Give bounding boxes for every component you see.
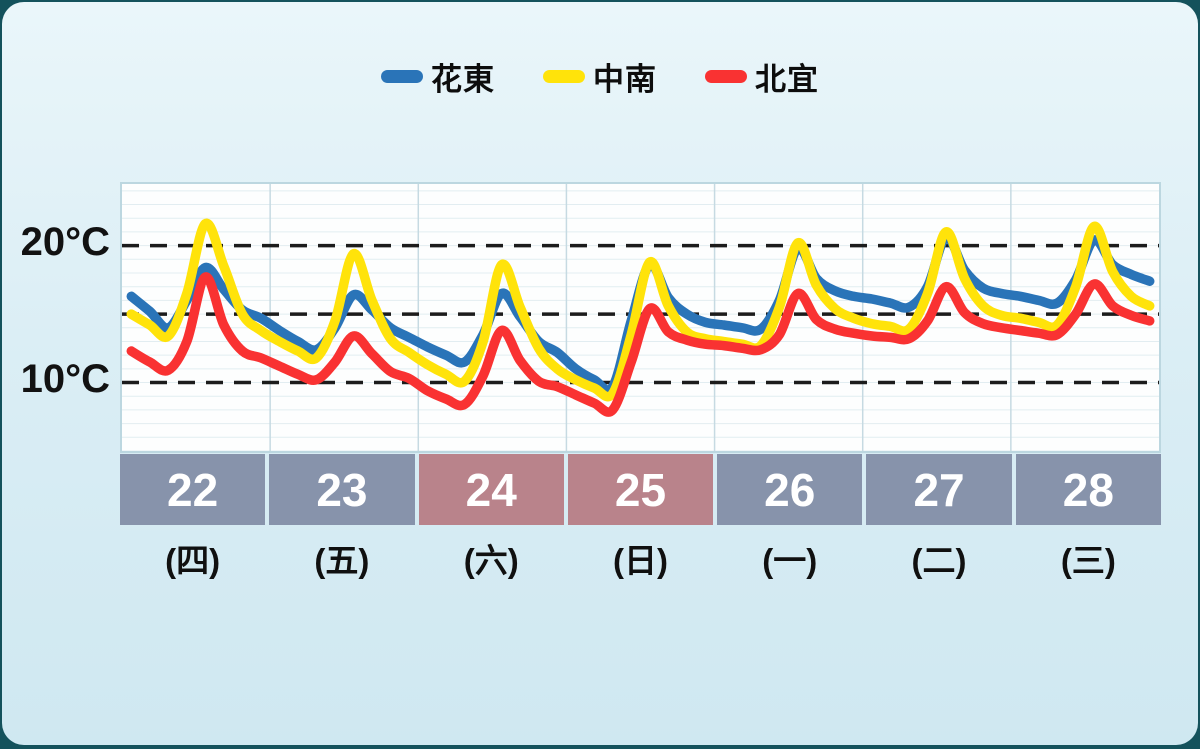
- weekday-row: (四) (五) (六) (日) (一) (二) (三): [120, 534, 1161, 582]
- weekday-label-27: (二): [911, 542, 967, 579]
- legend-label-zhongnan: 中南: [593, 62, 657, 97]
- legend-label-beiyi: 北宜: [755, 62, 819, 97]
- legend: 花東 中南 北宜: [2, 54, 1198, 99]
- day-row: 22 23 24 25 26 27 28: [120, 454, 1161, 525]
- weekday-label-22: (四): [165, 542, 221, 579]
- y-axis-label-20c: 20°C: [20, 219, 110, 264]
- legend-item-beiyi: 北宜: [705, 54, 819, 99]
- day-cell-27: 27: [866, 454, 1012, 525]
- weekday-label-23: (五): [314, 542, 370, 579]
- legend-label-huadong: 花東: [431, 62, 495, 97]
- day-cell-25: 25: [567, 454, 714, 525]
- weekday-label-24: (六): [463, 542, 519, 579]
- weekday-label-26: (一): [762, 542, 818, 579]
- day-cell-24: 24: [418, 454, 564, 525]
- beiyi-line-swatch-icon: [705, 70, 747, 83]
- zhongnan-line-swatch-icon: [543, 70, 585, 83]
- line-beiyi: [126, 272, 1155, 417]
- y-axis-label-10c: 10°C: [20, 356, 110, 401]
- huadong-line-swatch-icon: [381, 70, 423, 83]
- day-cell-26: 26: [717, 454, 863, 525]
- legend-item-zhongnan: 中南: [543, 54, 657, 99]
- legend-item-huadong: 花東: [381, 54, 495, 99]
- day-cell-28: 28: [1015, 454, 1161, 525]
- weekday-label-25: (日): [612, 542, 668, 579]
- weekday-label-28: (三): [1060, 542, 1116, 579]
- plot-area: [120, 182, 1161, 453]
- day-cell-23: 23: [269, 454, 415, 525]
- line-zhongnan: [126, 218, 1155, 402]
- day-cell-22: 22: [120, 454, 266, 525]
- temperature-line-chart: [122, 184, 1159, 451]
